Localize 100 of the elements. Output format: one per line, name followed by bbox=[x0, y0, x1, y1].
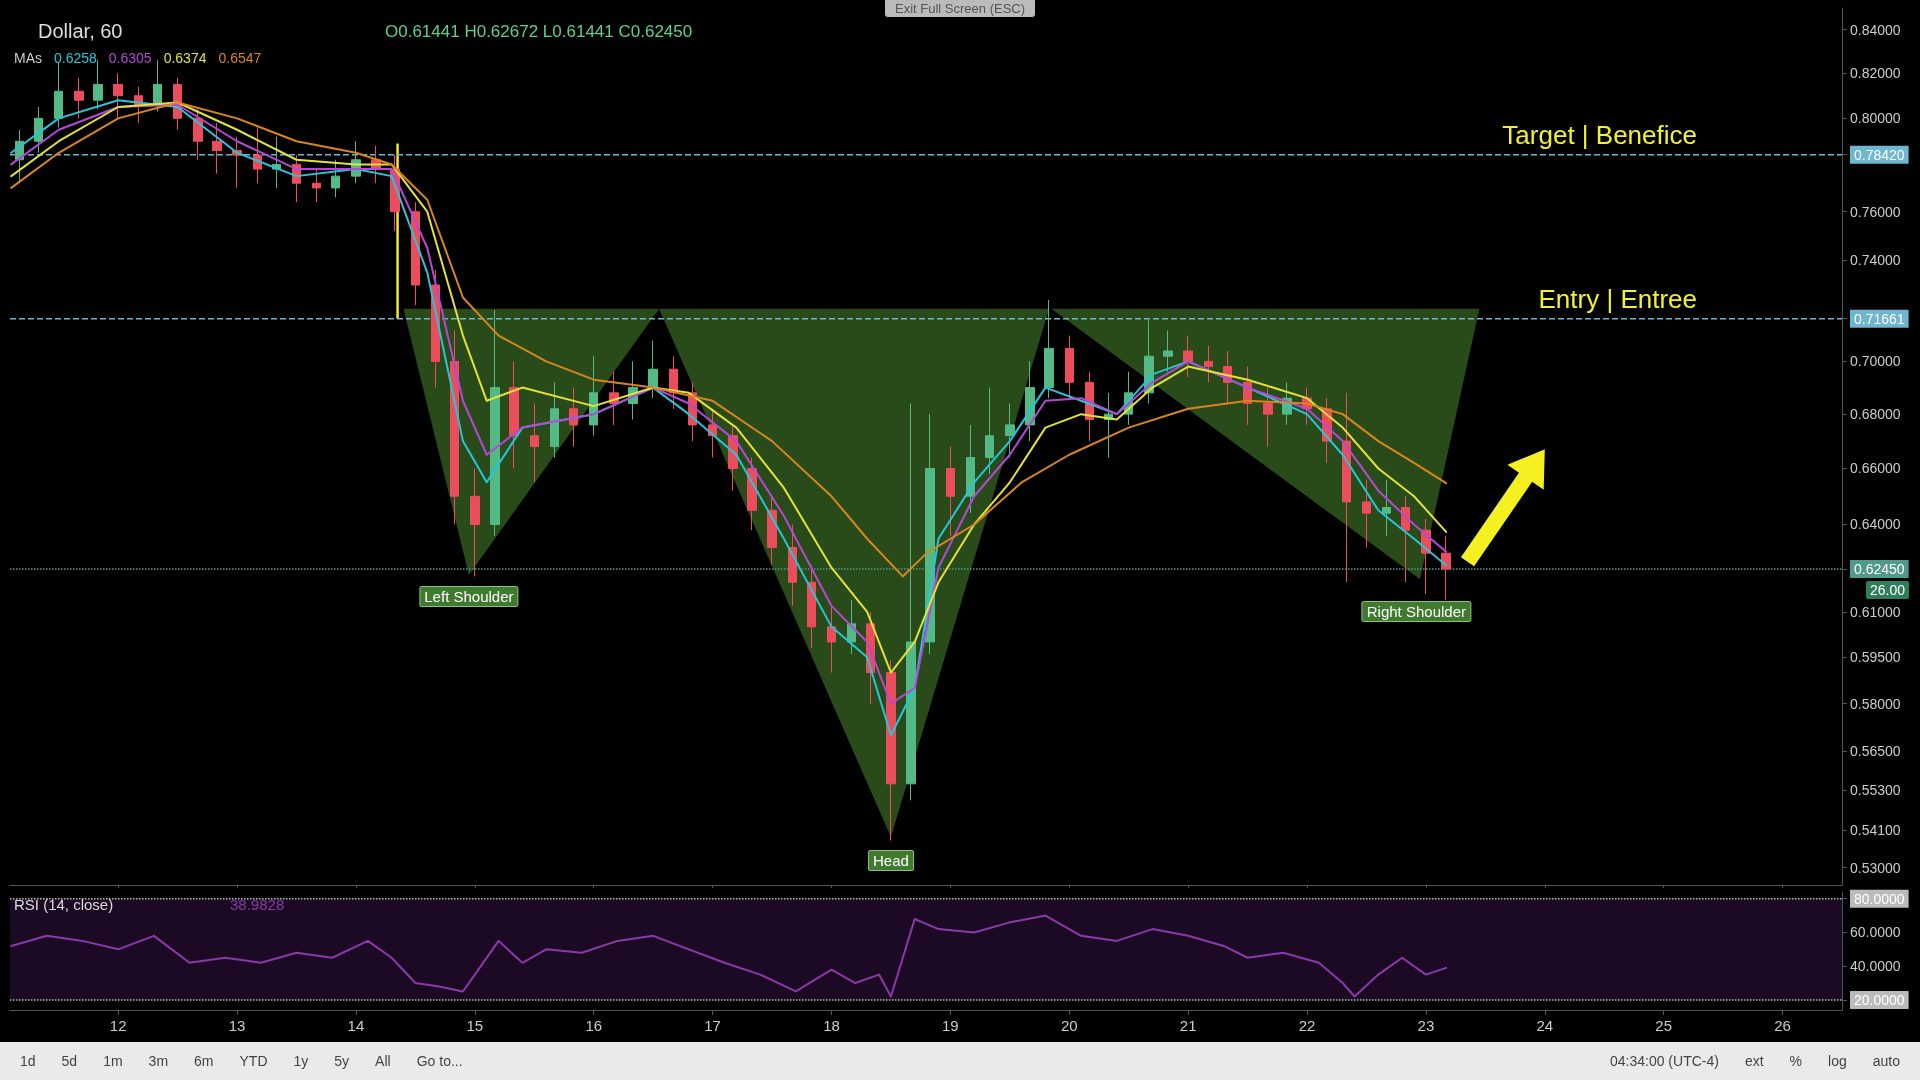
candlestick bbox=[906, 402, 916, 801]
candlestick bbox=[985, 387, 994, 475]
x-tick-label: 18 bbox=[823, 1017, 840, 1034]
text: 5d bbox=[61, 1053, 78, 1069]
y-tick-label: 0.71661 bbox=[1854, 310, 1905, 327]
text: All bbox=[375, 1053, 391, 1069]
candlestick bbox=[1441, 535, 1451, 601]
candlestick bbox=[1263, 387, 1273, 448]
annotation: 38.9828 bbox=[230, 896, 285, 913]
y-tick-label: 0.76000 bbox=[1850, 203, 1901, 220]
candlestick bbox=[113, 72, 123, 119]
y-tick-label: 0.62450 bbox=[1854, 561, 1905, 578]
annotation: 0.6258 bbox=[54, 50, 97, 66]
candlestick bbox=[530, 402, 539, 483]
line-series bbox=[10, 101, 1448, 578]
x-tick-label: 24 bbox=[1536, 1017, 1554, 1034]
candlestick bbox=[312, 168, 321, 203]
candlestick bbox=[1183, 335, 1193, 378]
y-tick-label: 0.70000 bbox=[1850, 353, 1901, 370]
y-tick-label: 60.0000 bbox=[1850, 924, 1901, 941]
y-tick-label: 0.58000 bbox=[1850, 695, 1901, 712]
candlestick bbox=[212, 122, 222, 175]
x-tick-label: 15 bbox=[466, 1017, 484, 1034]
annotation: Head bbox=[867, 849, 914, 871]
annotation: Right Shoulder bbox=[1361, 600, 1472, 622]
annotation: Left Shoulder bbox=[419, 586, 519, 607]
text: YTD bbox=[239, 1053, 268, 1069]
text: log bbox=[1828, 1053, 1847, 1069]
y-tick-label: 0.84000 bbox=[1850, 21, 1901, 38]
candlestick bbox=[966, 424, 975, 514]
text: 1m bbox=[103, 1053, 123, 1069]
candlestick bbox=[1163, 329, 1173, 373]
text: 3m bbox=[148, 1053, 169, 1069]
y-tick-label: 0.59500 bbox=[1850, 649, 1901, 666]
candlestick bbox=[807, 564, 816, 649]
x-tick-label: 20 bbox=[1060, 1017, 1078, 1034]
candlestick bbox=[1044, 299, 1054, 399]
annotation: 0.6305 bbox=[108, 50, 152, 66]
candlestick bbox=[569, 387, 578, 448]
x-tick-label: 26 bbox=[1774, 1017, 1791, 1034]
candlestick bbox=[54, 61, 63, 128]
y-tick-label: 20.0000 bbox=[1854, 991, 1905, 1008]
candlestick bbox=[331, 159, 340, 198]
y-tick-label: 0.54100 bbox=[1850, 822, 1901, 839]
y-tick-label: 40.0000 bbox=[1850, 958, 1901, 975]
candlestick bbox=[470, 467, 480, 577]
text: % bbox=[1789, 1053, 1803, 1069]
y-tick-label: 0.56500 bbox=[1850, 743, 1901, 760]
y-tick-label: 0.68000 bbox=[1850, 406, 1901, 423]
y-tick-label: 0.78420 bbox=[1854, 146, 1905, 163]
candlestick bbox=[946, 446, 955, 537]
candlestick bbox=[886, 659, 896, 841]
text: 1d bbox=[20, 1053, 36, 1069]
candlestick bbox=[1382, 479, 1391, 537]
x-tick-label: 22 bbox=[1298, 1017, 1316, 1034]
line-series bbox=[10, 914, 1448, 998]
y-tick-label: 0.64000 bbox=[1850, 516, 1901, 533]
text: 04:34:00 (UTC-4) bbox=[1609, 1053, 1719, 1069]
x-tick-label: 14 bbox=[347, 1017, 365, 1034]
text: 6m bbox=[194, 1053, 214, 1069]
candlestick bbox=[1204, 345, 1213, 383]
chart-title: RSI (14, close) bbox=[14, 896, 114, 913]
x-tick-label: 25 bbox=[1655, 1017, 1673, 1034]
annotation: MAs bbox=[14, 50, 42, 66]
x-tick-label: 17 bbox=[704, 1017, 721, 1034]
y-tick-label: 0.55300 bbox=[1850, 782, 1901, 799]
x-tick-label: 16 bbox=[585, 1017, 603, 1034]
text: ext bbox=[1744, 1053, 1764, 1069]
x-tick-label: 13 bbox=[228, 1017, 246, 1034]
text: auto bbox=[1872, 1053, 1900, 1069]
candlestick bbox=[827, 605, 836, 674]
y-tick-label: 0.66000 bbox=[1850, 460, 1901, 477]
text: Go to... bbox=[416, 1053, 463, 1069]
x-tick-label: 19 bbox=[942, 1017, 959, 1034]
y-tick-label: 0.82000 bbox=[1850, 65, 1901, 82]
y-tick-label: 80.0000 bbox=[1854, 890, 1905, 907]
x-tick-label: 12 bbox=[109, 1017, 127, 1034]
candlestick bbox=[767, 495, 777, 566]
annotation: 0.6547 bbox=[218, 50, 262, 66]
candlestick bbox=[74, 77, 84, 119]
text: 5y bbox=[334, 1053, 350, 1069]
y-tick-label: 0.74000 bbox=[1850, 252, 1901, 269]
text: 26.00 bbox=[1866, 581, 1910, 600]
candlestick bbox=[1362, 479, 1371, 548]
ref-line-label: Target | Benefice bbox=[1502, 119, 1697, 150]
annotation: Exit Full Screen (ESC) bbox=[885, 0, 1036, 17]
y-tick-label: 0.53000 bbox=[1850, 859, 1901, 876]
candlestick bbox=[648, 340, 658, 399]
text: Dollar, 60 bbox=[38, 20, 123, 43]
x-tick-label: 21 bbox=[1179, 1017, 1197, 1034]
candlestick bbox=[1342, 392, 1351, 583]
x-tick-label: 23 bbox=[1417, 1017, 1435, 1034]
y-tick-label: 0.80000 bbox=[1850, 110, 1901, 127]
candlestick bbox=[153, 59, 162, 113]
annotation: 0.6374 bbox=[163, 50, 207, 66]
ref-line-label: Entry | Entree bbox=[1538, 283, 1697, 314]
candlestick bbox=[490, 309, 500, 537]
candlestick bbox=[550, 381, 559, 458]
y-tick-label: 0.61000 bbox=[1850, 603, 1901, 620]
text: 1y bbox=[293, 1053, 309, 1069]
